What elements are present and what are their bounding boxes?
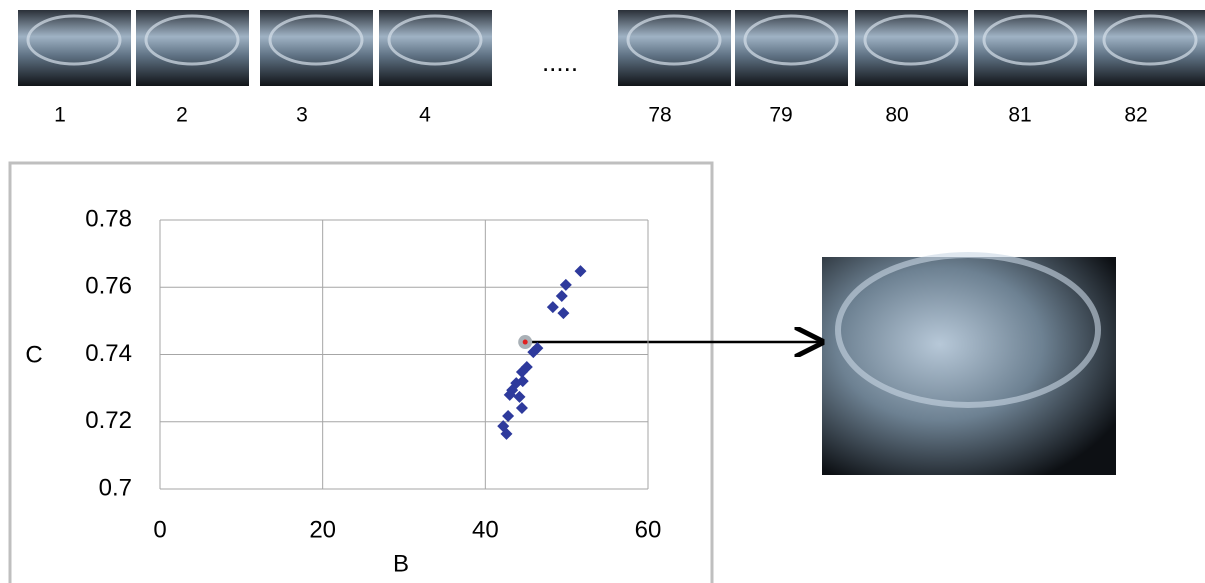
x-axis-label: B [393, 550, 409, 577]
frame-detail [387, 14, 483, 66]
frame-detail [144, 14, 240, 66]
frame-thumbnail [618, 10, 731, 86]
frame-label: 2 [176, 104, 188, 127]
frame-label: 4 [419, 104, 431, 127]
frame-detail [626, 14, 722, 66]
frame-label: 82 [1124, 104, 1147, 127]
point [546, 301, 559, 314]
point [503, 388, 516, 401]
frame-detail [863, 14, 959, 66]
ellipsis: ..... [542, 47, 578, 77]
point [527, 346, 540, 359]
y-axis-label: C [25, 341, 42, 368]
frame-label: 78 [648, 104, 671, 127]
frame-thumbnail [1094, 10, 1205, 86]
frame-label: 3 [296, 104, 308, 127]
x-tick-label: 20 [309, 516, 336, 543]
frame-detail [743, 14, 839, 66]
point [559, 278, 572, 291]
y-tick-label: 0.7 [99, 474, 132, 501]
point [515, 401, 528, 414]
frame-label: 80 [885, 104, 908, 127]
x-tick-label: 0 [153, 516, 166, 543]
point [522, 339, 528, 345]
frame-label: 1 [54, 104, 66, 127]
point [555, 289, 568, 302]
y-tick-label: 0.76 [85, 273, 132, 300]
thumbnails: 1 2 3 4 78 79 80 81 82 [18, 10, 1205, 127]
frame-thumbnail [735, 10, 848, 86]
x-tick-label: 60 [635, 516, 662, 543]
frame-detail [268, 14, 364, 66]
y-tick-label: 0.72 [85, 407, 132, 434]
point [574, 265, 587, 278]
image-detail [835, 252, 1101, 408]
frame-detail [26, 14, 122, 66]
frame-thumbnail [379, 10, 492, 86]
point [502, 410, 515, 423]
point [557, 307, 570, 320]
point [516, 375, 529, 388]
frame-label: 79 [769, 104, 792, 127]
chart-panel [8, 161, 714, 583]
point [515, 365, 528, 378]
frame-thumbnail [136, 10, 249, 86]
y-tick-label: 0.78 [85, 205, 132, 232]
frame-thumbnail [974, 10, 1087, 86]
frame-label: 81 [1008, 104, 1031, 127]
point [500, 427, 513, 440]
y-tick-label: 0.74 [85, 340, 132, 367]
frame-thumbnail [855, 10, 968, 86]
selected-frame-image [822, 257, 1116, 475]
x-tick-label: 40 [472, 516, 499, 543]
frame-thumbnail [260, 10, 373, 86]
point [513, 390, 526, 403]
frame-detail [982, 14, 1078, 66]
scatter-plot: 0.7 0.72 0.74 0.76 0.78 0 20 40 60 B C [25, 205, 661, 577]
frame-detail [1102, 14, 1198, 66]
frame-thumbnail [18, 10, 131, 86]
